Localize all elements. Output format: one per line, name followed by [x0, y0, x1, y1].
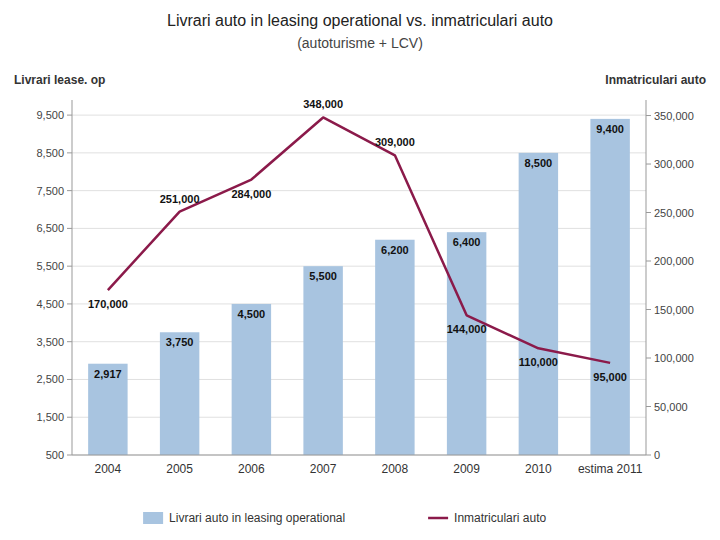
- y-tick: [67, 190, 72, 191]
- y-tick-label: 1,500: [36, 411, 64, 423]
- grid-line: [72, 303, 646, 304]
- background: [0, 0, 720, 540]
- y-axis-label: Livrari lease. op: [14, 73, 105, 87]
- y2-tick: [646, 309, 651, 310]
- y2-tick: [646, 164, 651, 165]
- y2-tick-label: 350,000: [654, 110, 694, 122]
- y-tick-label: 2,500: [36, 373, 64, 385]
- grid-line: [72, 455, 646, 456]
- y-tick-label: 8,500: [36, 147, 64, 159]
- x-tick-label: 2006: [238, 462, 265, 476]
- y-axis-line: [72, 100, 73, 455]
- y2-tick-label: 0: [654, 449, 660, 461]
- y-tick: [67, 341, 72, 342]
- line-label: 284,000: [231, 188, 271, 200]
- y2-tick: [646, 358, 651, 359]
- y2-tick-label: 50,000: [654, 401, 688, 413]
- title: Livrari auto in leasing operational vs. …: [167, 12, 553, 29]
- legend-swatch: [428, 517, 448, 520]
- bar: [303, 266, 342, 455]
- y2-tick-label: 300,000: [654, 158, 694, 170]
- y-tick-label: 6,500: [36, 222, 64, 234]
- y-tick: [67, 266, 72, 267]
- y2-tick: [646, 455, 651, 456]
- x-tick-label: 2010: [525, 462, 552, 476]
- data-labels: 2,917 3,750 4,500 5,500 6,200 6,400 8,500 9,400…: [88, 98, 627, 382]
- y-tick-label: 500: [46, 449, 64, 461]
- line-label: 110,000: [519, 356, 558, 368]
- subtitle: (autoturisme + LCV): [297, 35, 423, 51]
- y-tick-label: 3,500: [36, 336, 64, 348]
- bar: [447, 232, 486, 455]
- grid-line: [72, 228, 646, 229]
- bar-label: 4,500: [238, 308, 266, 320]
- grid-line: [72, 341, 646, 342]
- y2-tick-label: 200,000: [654, 255, 694, 267]
- legend-swatch: [143, 512, 163, 524]
- bar: [519, 153, 558, 455]
- bar-label: 9,400: [596, 123, 624, 135]
- legend-label: Inmatriculari auto: [454, 511, 546, 525]
- y2-axis-line: [646, 100, 647, 455]
- bar: [375, 240, 414, 455]
- y2-axis-label: Inmatriculari auto: [605, 73, 706, 87]
- y-tick: [67, 115, 72, 116]
- bar: [88, 364, 127, 455]
- line-label: 170,000: [88, 298, 128, 310]
- line-label: 95,000: [593, 371, 627, 383]
- y-tick-label: 7,500: [36, 185, 64, 197]
- y-tick: [67, 152, 72, 153]
- bar-label: 3,750: [166, 336, 194, 348]
- chart: Livrari auto in leasing operational vs. …: [0, 0, 720, 540]
- grid-line: [72, 379, 646, 380]
- y-tick: [67, 228, 72, 229]
- x-tick-label: 2004: [95, 462, 122, 476]
- y-tick: [67, 303, 72, 304]
- legend-label: Livrari auto in leasing operational: [169, 511, 345, 525]
- y-tick: [67, 417, 72, 418]
- x-tick-label: 2009: [453, 462, 480, 476]
- y2-tick: [646, 212, 651, 213]
- y-tick: [67, 379, 72, 380]
- x-tick-label: 2008: [382, 462, 409, 476]
- line-label: 348,000: [303, 98, 343, 110]
- bar-label: 6,400: [453, 236, 481, 248]
- y2-tick: [646, 261, 651, 262]
- line-label: 309,000: [375, 136, 415, 148]
- grid: [72, 115, 646, 455]
- bar: [590, 119, 629, 455]
- marks: [88, 117, 630, 455]
- y2-tick-label: 100,000: [654, 352, 694, 364]
- line: [108, 117, 610, 362]
- bar-label: 8,500: [525, 157, 553, 169]
- y-tick-label: 4,500: [36, 298, 64, 310]
- bar: [232, 304, 271, 455]
- grid-line: [72, 190, 646, 191]
- y2-tick-label: 250,000: [654, 207, 694, 219]
- x-tick-label: 2007: [310, 462, 337, 476]
- line-label: 144,000: [447, 323, 487, 335]
- bar-label: 5,500: [309, 270, 337, 282]
- y2-tick: [646, 115, 651, 116]
- bar-label: 6,200: [381, 244, 409, 256]
- grid-line: [72, 115, 646, 116]
- y-tick: [67, 455, 72, 456]
- legend: Livrari auto in leasing operational Inmat…: [143, 511, 546, 525]
- x-tick-label: 2005: [166, 462, 193, 476]
- y-tick-label: 5,500: [36, 260, 64, 272]
- y2-tick-label: 150,000: [654, 304, 694, 316]
- bar-label: 2,917: [94, 368, 122, 380]
- grid-line: [72, 152, 646, 153]
- x-axis-line: [72, 455, 646, 456]
- grid-line: [72, 417, 646, 418]
- y2-tick: [646, 406, 651, 407]
- x-tick-label: estima 2011: [578, 462, 643, 476]
- line-label: 251,000: [160, 193, 200, 205]
- grid-line: [72, 266, 646, 267]
- bar: [160, 332, 199, 455]
- y-tick-label: 9,500: [36, 109, 64, 121]
